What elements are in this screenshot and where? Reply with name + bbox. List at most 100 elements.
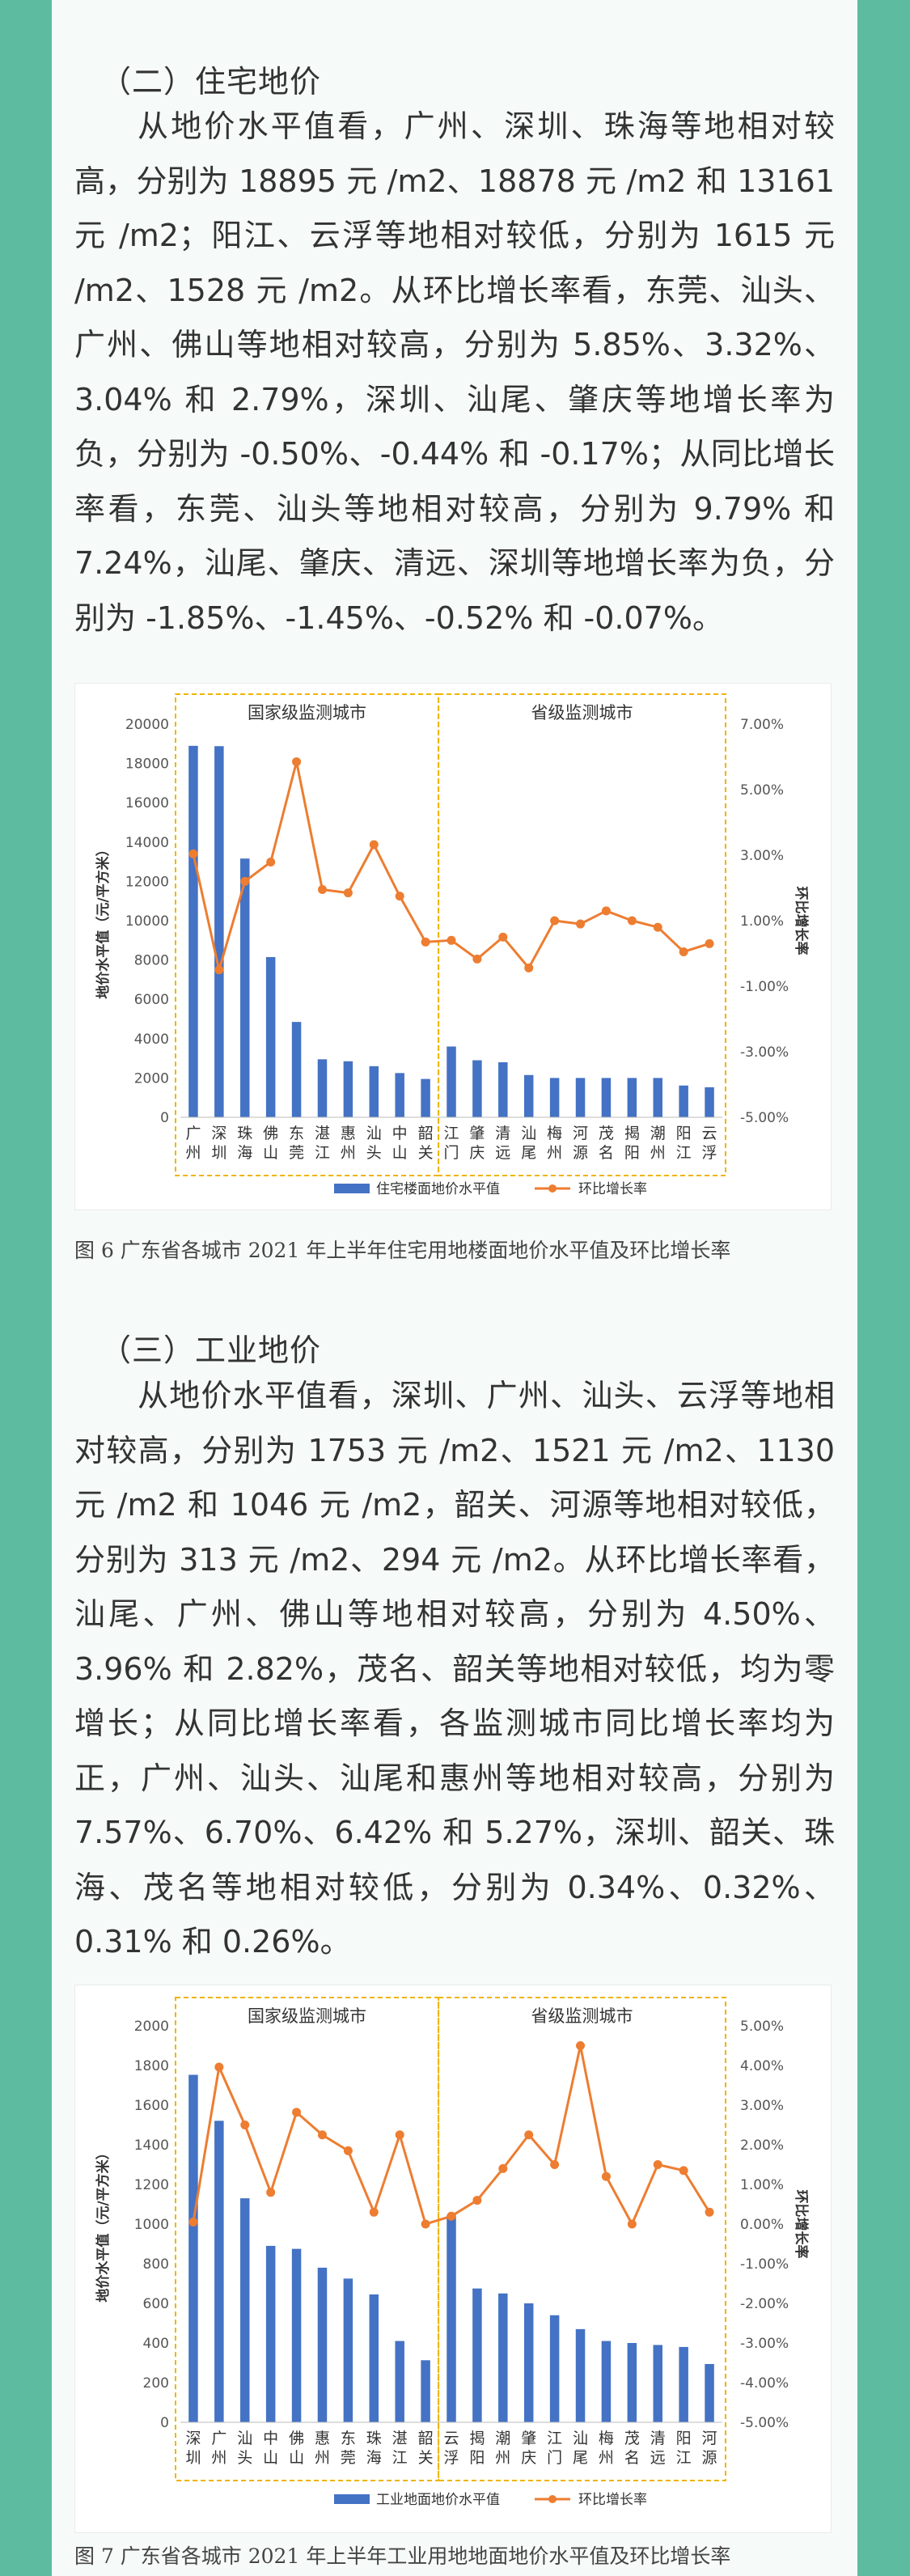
growth-point xyxy=(472,954,482,964)
group-label: 国家级监测城市 xyxy=(248,703,366,722)
bar xyxy=(188,2074,198,2422)
x-tick-label: 州 xyxy=(495,2449,510,2467)
bar xyxy=(705,2363,714,2422)
y2-tick-label: -5.00% xyxy=(740,2415,789,2431)
x-tick-label: 阳 xyxy=(676,1125,692,1142)
y-tick-label: 400 xyxy=(143,2336,169,2352)
growth-point xyxy=(498,2163,508,2173)
growth-point xyxy=(421,937,430,947)
legend-line-marker xyxy=(548,2495,557,2503)
x-tick-label: 州 xyxy=(315,2449,330,2467)
bar xyxy=(188,745,198,1117)
x-tick-label: 河 xyxy=(702,2430,717,2447)
x-tick-label: 江 xyxy=(315,1144,330,1162)
growth-point xyxy=(343,2146,353,2155)
y-tick-label: 18000 xyxy=(125,756,169,773)
y-tick-label: 0 xyxy=(160,1110,169,1126)
bar xyxy=(601,1078,612,1117)
growth-point xyxy=(266,858,276,867)
bar xyxy=(549,2315,560,2422)
x-tick-label: 汕 xyxy=(573,2430,588,2447)
bar xyxy=(421,2360,430,2422)
bar xyxy=(343,1061,353,1117)
growth-point xyxy=(524,2130,534,2140)
x-tick-label: 中 xyxy=(392,1125,408,1142)
x-tick-label: 广 xyxy=(185,1125,201,1142)
x-tick-label: 茂 xyxy=(624,2430,640,2447)
x-tick-label: 名 xyxy=(599,1144,614,1162)
bar xyxy=(549,1078,560,1117)
y2-tick-label: -3.00% xyxy=(740,2336,789,2352)
growth-point xyxy=(498,932,508,942)
growth-point xyxy=(679,947,688,956)
x-tick-label: 韶 xyxy=(418,2430,434,2447)
bar xyxy=(317,1059,328,1117)
growth-point xyxy=(188,849,198,858)
group-label: 国家级监测城市 xyxy=(248,2006,366,2026)
y2-tick-label: -2.00% xyxy=(740,2296,789,2312)
y-tick-label: 4000 xyxy=(134,1032,169,1048)
legend-line-label: 环比增长率 xyxy=(578,1181,647,1197)
legend-bar-label: 工业地面地价水平值 xyxy=(376,2492,500,2508)
legend-line-label: 环比增长率 xyxy=(578,2492,647,2508)
growth-point xyxy=(653,922,662,932)
growth-point xyxy=(653,2160,662,2169)
growth-point xyxy=(627,2219,637,2229)
y2-axis-title: 环比增长率 xyxy=(793,2190,810,2259)
bar xyxy=(627,2343,637,2422)
y2-tick-label: 3.00% xyxy=(740,848,784,864)
x-tick-label: 云 xyxy=(443,2430,459,2447)
bar xyxy=(291,2248,302,2422)
x-tick-label: 江 xyxy=(676,1144,692,1162)
x-tick-label: 梅 xyxy=(547,1125,562,1142)
x-tick-label: 云 xyxy=(702,1125,717,1142)
y2-tick-label: 7.00% xyxy=(740,717,784,733)
y-tick-label: 10000 xyxy=(125,913,169,930)
bar xyxy=(679,1085,688,1117)
y-tick-label: 20000 xyxy=(125,717,169,733)
growth-point xyxy=(472,2196,482,2205)
y-tick-label: 1400 xyxy=(134,2137,169,2154)
y2-tick-label: 1.00% xyxy=(740,2177,784,2193)
growth-point xyxy=(447,935,456,945)
chart-residential-svg: 0 2000 4000 6000 8000 10000 12000 14000 16000 180… xyxy=(95,693,810,1197)
bar xyxy=(472,2288,482,2422)
y-tick-label: 6000 xyxy=(134,992,169,1008)
x-tick-label: 揭 xyxy=(624,1125,640,1142)
x-tick-label: 潮 xyxy=(650,1125,666,1142)
x-tick-label: 河 xyxy=(573,1125,588,1142)
bar xyxy=(214,2121,224,2422)
x-tick-label: 汕 xyxy=(366,1125,382,1142)
growth-point xyxy=(601,2171,611,2181)
bar xyxy=(498,1061,508,1117)
x-tick-label: 湛 xyxy=(392,2430,408,2447)
x-tick-label: 肇 xyxy=(469,1125,485,1142)
growth-point xyxy=(214,2062,224,2072)
chart-residential: 0 2000 4000 6000 8000 10000 12000 14000 16000 180… xyxy=(74,683,832,1210)
y2-tick-label: 2.00% xyxy=(740,2137,784,2154)
bar xyxy=(627,1078,637,1117)
growth-point xyxy=(576,919,586,929)
y2-tick-label: 5.00% xyxy=(740,2019,784,2035)
bar xyxy=(291,1022,302,1117)
bar xyxy=(472,1060,482,1117)
figure-caption-6: 图 6 广东省各城市 2021 年上半年住宅用地楼面地价水平值及环比增长率 xyxy=(74,1239,731,1262)
bar xyxy=(421,1078,430,1117)
chart-industrial: 0 200 400 600 800 1000 1200 1400 1600 1800 2000 -5.… xyxy=(74,1985,832,2533)
group-label: 省级监测城市 xyxy=(531,2006,633,2026)
x-tick-label: 汕 xyxy=(237,2430,252,2447)
x-tick-label: 庆 xyxy=(469,1144,485,1162)
x-tick-label: 山 xyxy=(263,1144,278,1162)
x-tick-label: 深 xyxy=(211,1125,226,1142)
growth-point xyxy=(343,888,353,898)
x-tick-label: 江 xyxy=(547,2430,562,2447)
x-tick-label: 江 xyxy=(443,1125,459,1142)
group-box xyxy=(438,693,726,1176)
growth-point xyxy=(292,757,302,767)
bar xyxy=(601,2341,612,2422)
section-heading-industrial: （三）工业地价 xyxy=(100,1332,322,1368)
x-tick-label: 远 xyxy=(495,1144,510,1162)
x-tick-label: 头 xyxy=(366,1144,382,1162)
x-tick-label: 尾 xyxy=(521,1144,536,1162)
legend-bar-swatch xyxy=(334,1184,370,1193)
